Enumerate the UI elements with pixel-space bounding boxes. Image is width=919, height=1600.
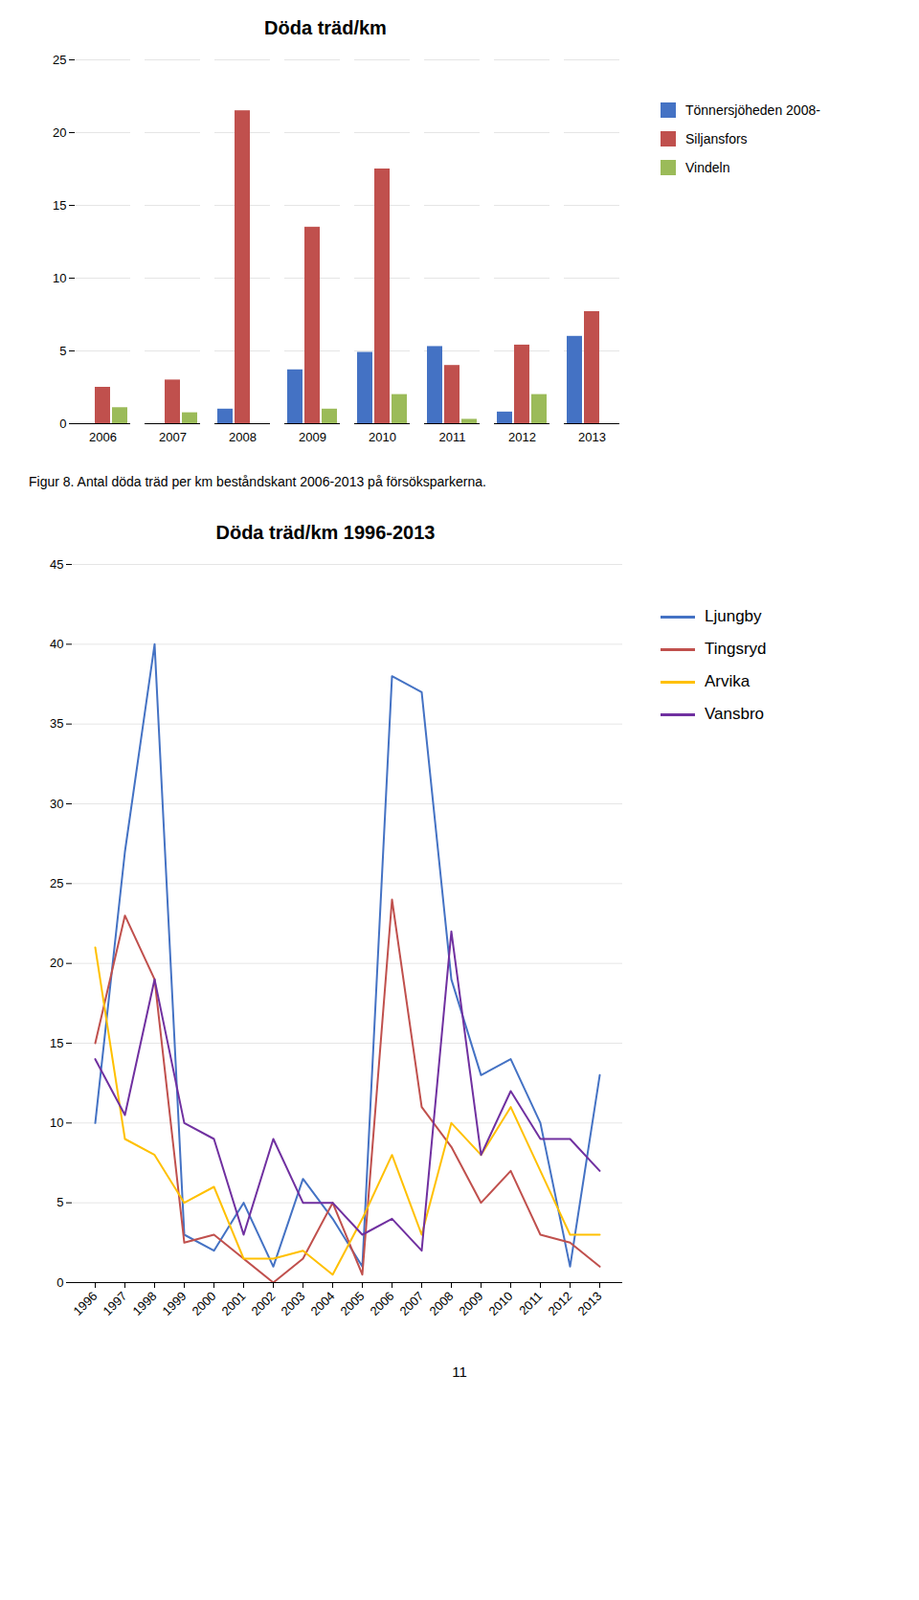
svg-text:25: 25 [49, 875, 64, 891]
html-text:11: 11 [452, 1363, 467, 1380]
svg-text:0: 0 [59, 416, 67, 431]
svg-text:2008: 2008 [426, 1288, 457, 1319]
svg-text:25: 25 [52, 52, 67, 68]
svg-text:2011: 2011 [515, 1288, 545, 1318]
html-text:Arvika: Arvika [704, 672, 750, 691]
svg-text:2005: 2005 [337, 1288, 368, 1319]
svg-text:2012: 2012 [545, 1288, 576, 1319]
svg-text:2007: 2007 [397, 1288, 427, 1319]
svg-text:2006: 2006 [367, 1288, 398, 1319]
svg-text:5: 5 [56, 1194, 64, 1210]
html-text:Tönnersjöheden 2008-: Tönnersjöheden 2008- [685, 102, 821, 118]
svg-text:40: 40 [49, 636, 64, 651]
svg-text:30: 30 [49, 796, 64, 811]
svg-text:2003: 2003 [278, 1288, 309, 1319]
html-text:Döda träd/km: Döda träd/km [264, 17, 387, 39]
svg-text:35: 35 [49, 716, 64, 731]
svg-text:2009: 2009 [456, 1288, 487, 1319]
svg-text:20: 20 [49, 955, 64, 970]
svg-text:2004: 2004 [308, 1288, 338, 1319]
html-text:Figur 8. Antal döda träd per k: Figur 8. Antal döda träd per km bestånds… [28, 473, 487, 490]
svg-text:2010: 2010 [486, 1288, 516, 1319]
html-text:Tingsryd: Tingsryd [704, 639, 767, 658]
svg-text:2013: 2013 [578, 429, 606, 445]
svg-text:0: 0 [56, 1275, 64, 1290]
svg-text:1998: 1998 [130, 1288, 160, 1319]
svg-text:1996: 1996 [70, 1288, 101, 1319]
svg-text:2000: 2000 [189, 1288, 220, 1319]
html-text:Vansbro: Vansbro [704, 704, 765, 723]
svg-text:1997: 1997 [100, 1288, 131, 1319]
html-text:Döda träd/km 1996-2013: Döda träd/km 1996-2013 [215, 521, 436, 543]
svg-text:10: 10 [52, 270, 67, 286]
svg-text:5: 5 [59, 343, 67, 359]
svg-text:45: 45 [49, 557, 64, 572]
svg-text:2013: 2013 [575, 1288, 606, 1319]
svg-text:20: 20 [52, 125, 67, 140]
svg-text:15: 15 [52, 198, 67, 213]
svg-text:2007: 2007 [158, 429, 187, 445]
html-text:Vindeln: Vindeln [685, 159, 730, 176]
html-text:Ljungby: Ljungby [704, 606, 762, 626]
svg-text:10: 10 [49, 1115, 64, 1130]
svg-text:2002: 2002 [248, 1288, 279, 1319]
svg-text:15: 15 [49, 1035, 64, 1051]
svg-text:2008: 2008 [228, 429, 257, 445]
svg-text:1999: 1999 [159, 1288, 190, 1319]
html-text:Siljansfors: Siljansfors [685, 131, 748, 147]
svg-text:2011: 2011 [439, 429, 467, 445]
svg-text:2012: 2012 [508, 429, 537, 445]
svg-text:2010: 2010 [368, 429, 397, 445]
svg-text:2001: 2001 [219, 1288, 249, 1319]
svg-text:2009: 2009 [298, 429, 327, 445]
svg-text:2006: 2006 [89, 429, 117, 445]
